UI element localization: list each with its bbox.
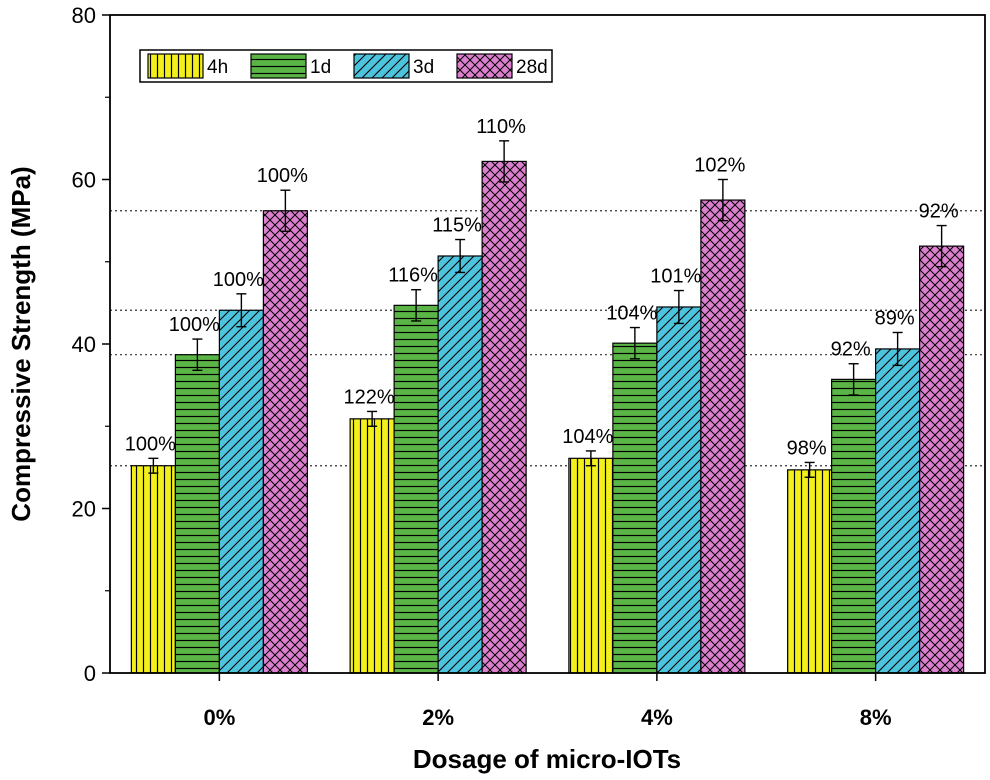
bar [349,418,395,674]
legend-label: 28d [516,57,548,78]
data-label: 115% [432,215,482,237]
bar [700,199,746,674]
bar [218,309,264,674]
x-axis: 0% 2% 4% 8% [203,673,892,730]
data-label: 116% [388,265,438,287]
bar [437,255,483,674]
legend-swatch [353,53,410,79]
data-label: 104% [562,426,613,448]
legend: 4h 1d 3d 28d [139,49,553,83]
bar [130,465,176,674]
bar [612,342,658,674]
data-label: 98% [787,437,827,459]
y-tick-label: 0 [84,661,96,686]
data-label: 92% [831,339,871,361]
y-tick-label: 20 [72,497,96,522]
bar [481,160,527,674]
x-tick-label: 2% [422,705,454,730]
legend-swatch [147,53,204,79]
y-tick-label: 60 [72,168,96,193]
x-tick-label: 0% [203,705,235,730]
bar [919,245,965,674]
data-label: 89% [875,307,915,329]
data-label: 100% [257,165,308,187]
data-label: 110% [476,116,526,138]
bar [262,210,308,674]
bar [875,348,921,674]
bars [130,160,965,674]
data-label: 100% [213,269,264,291]
data-label: 102% [694,155,745,177]
y-tick-label: 80 [72,3,96,28]
bar [656,306,702,674]
x-tick-label: 8% [860,705,892,730]
legend-swatch [456,53,513,79]
y-axis: 0 20 40 60 80 [72,3,110,686]
legend-label: 1d [310,57,331,78]
data-label: 100% [125,433,176,455]
data-label: 104% [606,303,657,325]
data-label: 101% [650,266,701,288]
error-bars [148,140,947,478]
legend-label: 3d [413,57,434,78]
y-tick-label: 40 [72,332,96,357]
legend-label: 4h [207,57,228,78]
bar [174,354,220,674]
x-tick-label: 4% [641,705,673,730]
percentage-labels: 100% 100% 100% 100% 122% 116% 115% 110% 104% 104%… [125,116,959,460]
y-axis-title: Compressive Strength (MPa) [6,166,36,521]
data-label: 122% [344,386,395,408]
bar [568,457,614,674]
data-label: 100% [169,314,220,336]
bar [787,469,833,674]
legend-swatch [250,53,307,79]
bar [393,304,439,674]
x-axis-title: Dosage of micro-IOTs [413,744,681,774]
data-label: 92% [919,201,959,223]
bar [831,378,877,674]
